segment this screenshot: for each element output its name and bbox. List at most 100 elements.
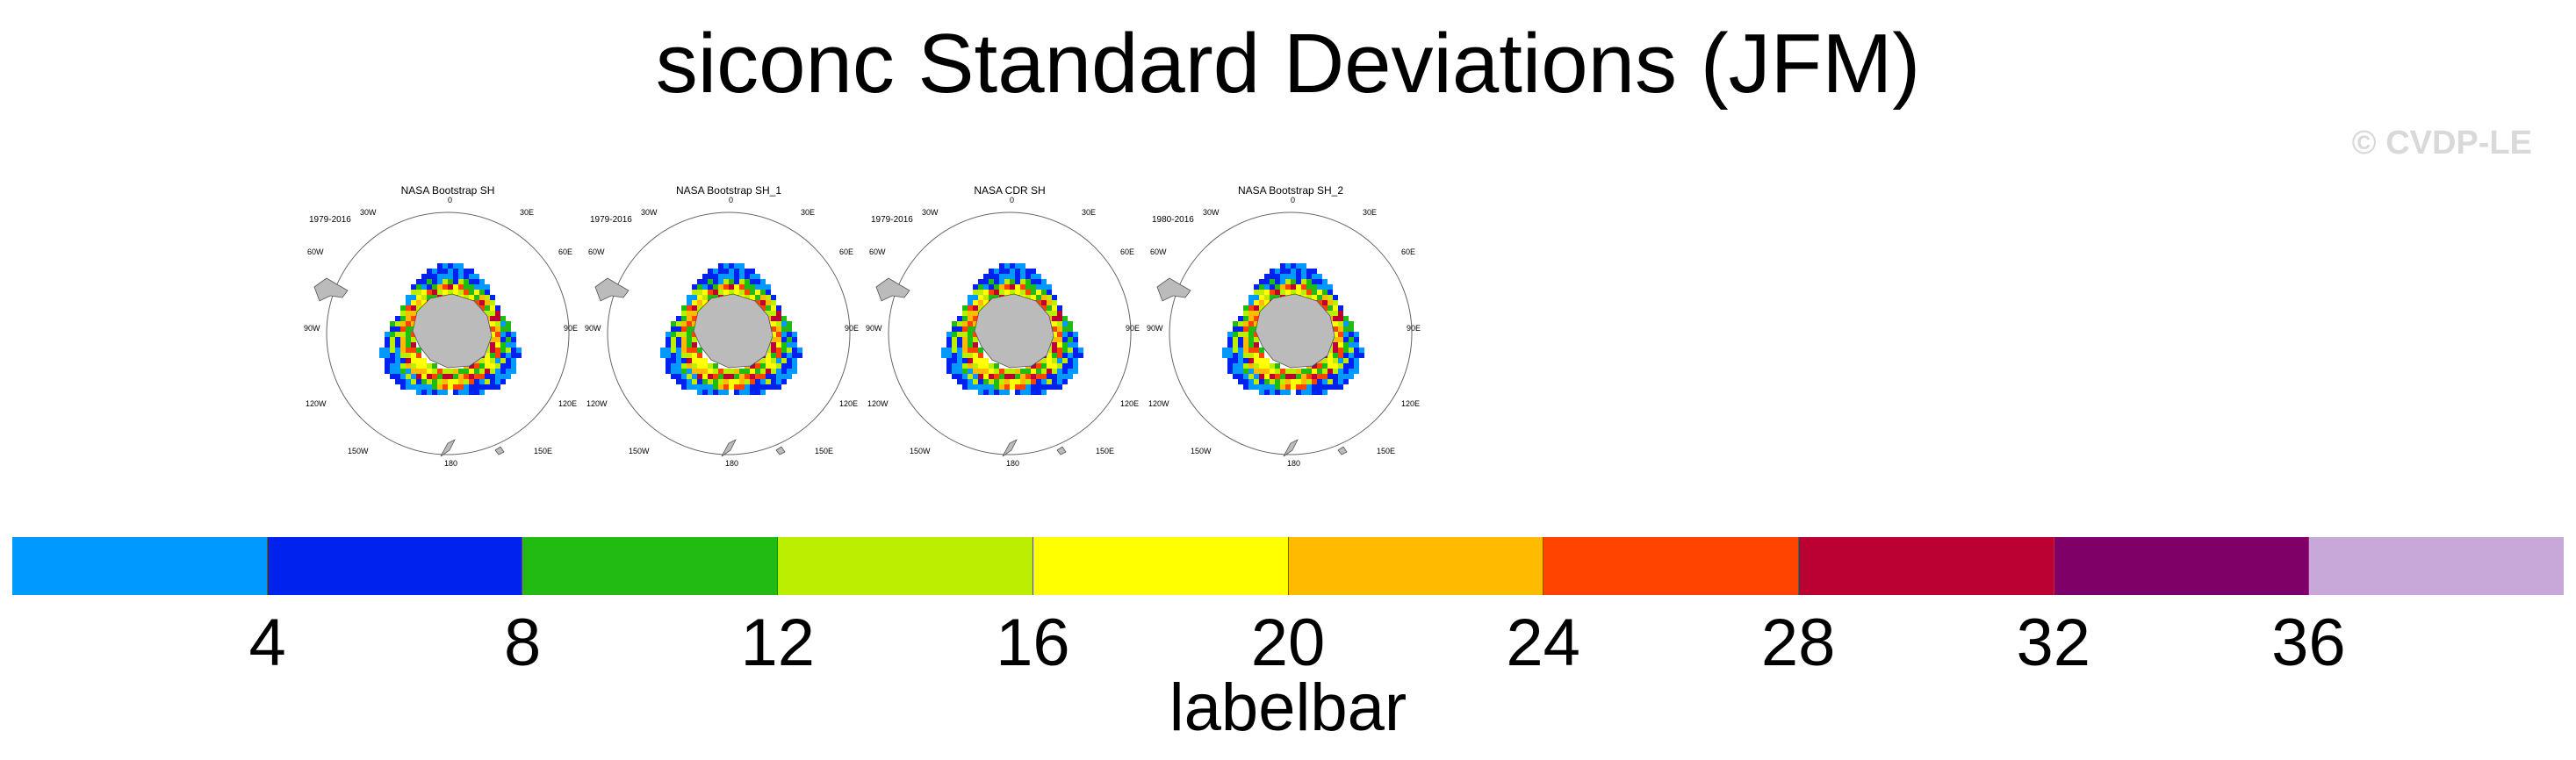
- tasmania-landmass: [775, 446, 786, 455]
- labelbar-box: [2309, 537, 2565, 595]
- polar-map: [594, 212, 851, 457]
- longitude-label: 30E: [1082, 208, 1097, 217]
- map-panel: NASA CDR SH 1979-2016 0 30W 30E 60W 60E 90W 90…: [866, 180, 1150, 470]
- longitude-label: 120E: [558, 399, 578, 408]
- polar-map: [875, 212, 1132, 457]
- panel-years: 1979-2016: [590, 215, 632, 225]
- labelbar-tick-label: 36: [2271, 606, 2346, 680]
- longitude-label: 30W: [360, 208, 377, 217]
- map-panel: NASA Bootstrap SH_2 1980-2016 0 30W 30E 60W…: [1147, 180, 1431, 470]
- longitude-label: 150W: [348, 447, 369, 455]
- longitude-label: 60E: [1401, 247, 1416, 256]
- new-zealand-landmass: [440, 439, 456, 457]
- south-america-landmass: [594, 277, 630, 302]
- antarctica-landmass: [1255, 293, 1335, 369]
- labelbar-box: [522, 537, 779, 595]
- sea-ice-cells: [941, 263, 1083, 395]
- labelbar-tick-label: 20: [1250, 606, 1326, 680]
- longitude-label: 90W: [1147, 324, 1163, 333]
- longitude-label: 150W: [910, 447, 931, 455]
- longitude-label: 120W: [1148, 399, 1169, 408]
- longitude-label: 90E: [845, 324, 860, 333]
- longitude-label: 150E: [1096, 447, 1115, 455]
- tasmania-landmass: [1056, 446, 1067, 455]
- south-america-landmass: [875, 277, 910, 302]
- new-zealand-landmass: [1002, 439, 1018, 457]
- longitude-label: 60W: [869, 247, 886, 256]
- longitude-label: 0: [729, 196, 734, 204]
- labelbar: [12, 537, 2565, 595]
- panel-title: NASA Bootstrap SH_1: [675, 184, 782, 197]
- longitude-label: 60E: [558, 247, 573, 256]
- longitude-label: 60E: [839, 247, 854, 256]
- new-zealand-landmass: [1283, 439, 1299, 457]
- longitude-label: 90E: [1126, 324, 1140, 333]
- labelbar-tick-label: 28: [1760, 606, 1836, 680]
- labelbar-box: [1033, 537, 1289, 595]
- labelbar-tick-label: 24: [1506, 606, 1580, 680]
- antarctica-landmass: [974, 293, 1054, 369]
- panel-years: 1979-2016: [871, 215, 913, 225]
- watermark: © CVDP-LE: [2351, 125, 2532, 161]
- page-title: siconc Standard Deviations (JFM): [655, 17, 1921, 111]
- longitude-label: 90W: [866, 324, 882, 333]
- antarctica-landmass: [412, 293, 493, 369]
- labelbar-box: [2054, 537, 2310, 595]
- longitude-label: 120E: [1120, 399, 1140, 408]
- longitude-label: 120E: [1401, 399, 1421, 408]
- south-america-landmass: [313, 277, 349, 302]
- new-zealand-landmass: [721, 439, 737, 457]
- labelbar-tick-label: 8: [504, 606, 542, 680]
- labelbar-tick-label: 16: [996, 606, 1070, 680]
- longitude-label: 120E: [839, 399, 859, 408]
- longitude-label: 90W: [585, 324, 601, 333]
- panel-years: 1979-2016: [309, 215, 351, 225]
- panel-title: NASA CDR SH: [974, 184, 1046, 197]
- map-panel: NASA Bootstrap SH_1 1979-2016 0 30W 30E 60W…: [585, 180, 869, 470]
- longitude-label: 150E: [815, 447, 834, 455]
- panel-title: NASA Bootstrap SH: [400, 184, 495, 197]
- longitude-label: 90E: [1407, 324, 1421, 333]
- panel-title: NASA Bootstrap SH_2: [1237, 184, 1344, 197]
- south-america-landmass: [1156, 277, 1191, 302]
- labelbar-tick-label: 32: [2016, 606, 2091, 680]
- longitude-label: 150E: [1377, 447, 1396, 455]
- longitude-label: 30E: [1363, 208, 1378, 217]
- longitude-label: 150E: [534, 447, 553, 455]
- longitude-label: 120W: [306, 399, 327, 408]
- longitude-label: 150W: [629, 447, 650, 455]
- tasmania-landmass: [494, 446, 505, 455]
- sea-ice-cells: [660, 263, 802, 395]
- longitude-label: 30E: [801, 208, 816, 217]
- sea-ice-cells: [379, 263, 522, 395]
- labelbar-box: [1543, 537, 1799, 595]
- longitude-label: 30E: [520, 208, 535, 217]
- labelbar-box: [1288, 537, 1544, 595]
- longitude-label: 150W: [1191, 447, 1212, 455]
- longitude-label: 90W: [304, 324, 320, 333]
- longitude-label: 60E: [1120, 247, 1135, 256]
- labelbar-box: [267, 537, 523, 595]
- longitude-label: 60W: [1150, 247, 1167, 256]
- longitude-label: 120W: [867, 399, 889, 408]
- labelbar-tick-label: 12: [740, 606, 816, 680]
- longitude-label: 0: [448, 196, 453, 204]
- longitude-label: 0: [1291, 196, 1296, 204]
- longitude-label: 30W: [922, 208, 939, 217]
- longitude-label: 180: [1006, 459, 1020, 468]
- labelbar-box: [12, 537, 268, 595]
- map-panel: NASA Bootstrap SH 1979-2016 0 30W 30E 60W 60…: [304, 180, 588, 470]
- longitude-label: 30W: [641, 208, 658, 217]
- panel-years: 1980-2016: [1152, 215, 1194, 225]
- longitude-label: 0: [1010, 196, 1015, 204]
- polar-map: [1156, 212, 1413, 457]
- antarctica-landmass: [693, 293, 774, 369]
- longitude-label: 120W: [586, 399, 608, 408]
- tasmania-landmass: [1337, 446, 1348, 455]
- longitude-label: 60W: [307, 247, 324, 256]
- polar-map: [313, 212, 570, 457]
- labelbar-tick-label: 4: [248, 606, 286, 680]
- longitude-label: 180: [444, 459, 458, 468]
- longitude-label: 90E: [564, 324, 579, 333]
- longitude-label: 180: [725, 459, 739, 468]
